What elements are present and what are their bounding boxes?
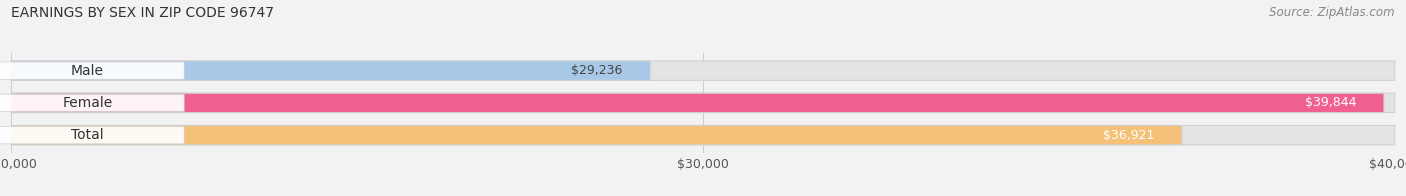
FancyBboxPatch shape — [11, 93, 1384, 113]
Text: Male: Male — [70, 64, 104, 78]
Text: Source: ZipAtlas.com: Source: ZipAtlas.com — [1270, 6, 1395, 19]
Text: $39,844: $39,844 — [1305, 96, 1357, 109]
FancyBboxPatch shape — [11, 125, 1182, 145]
FancyBboxPatch shape — [11, 61, 650, 80]
Text: Female: Female — [62, 96, 112, 110]
Text: $29,236: $29,236 — [571, 64, 623, 77]
Text: $36,921: $36,921 — [1102, 129, 1154, 142]
FancyBboxPatch shape — [11, 93, 1395, 113]
Text: Total: Total — [72, 128, 104, 142]
FancyBboxPatch shape — [0, 126, 184, 144]
FancyBboxPatch shape — [11, 61, 1395, 80]
FancyBboxPatch shape — [0, 94, 184, 112]
FancyBboxPatch shape — [0, 62, 184, 79]
Text: EARNINGS BY SEX IN ZIP CODE 96747: EARNINGS BY SEX IN ZIP CODE 96747 — [11, 6, 274, 20]
FancyBboxPatch shape — [11, 125, 1395, 145]
